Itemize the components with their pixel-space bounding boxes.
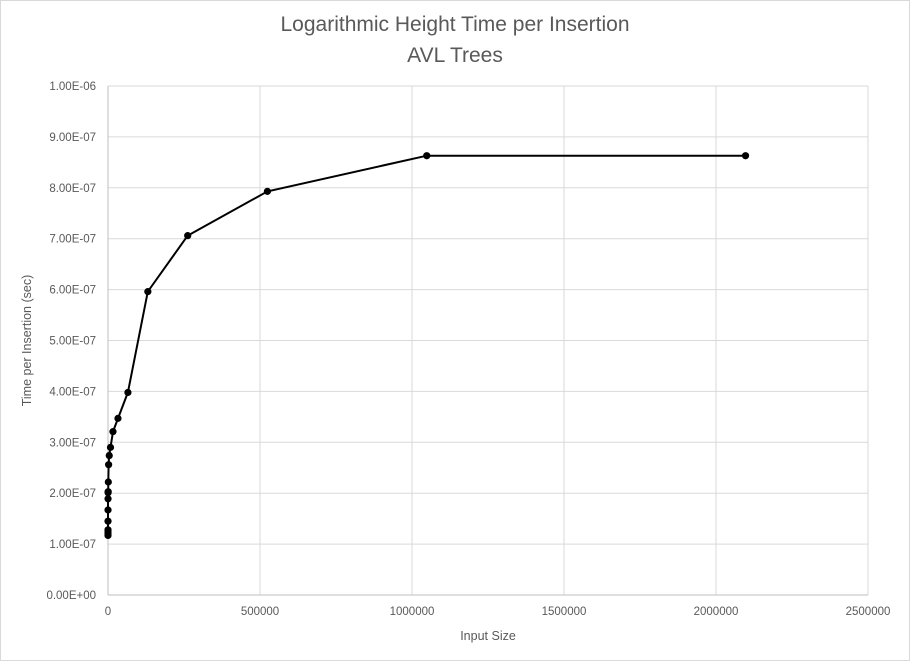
- y-tick-label: 1.00E-06: [49, 81, 96, 93]
- chart-subtitle: AVL Trees: [407, 44, 503, 67]
- data-point: [104, 517, 112, 525]
- y-tick-label: 2.00E-07: [49, 488, 96, 500]
- data-point: [106, 443, 115, 451]
- y-tick-label: 5.00E-07: [49, 336, 96, 348]
- y-tick-label: 7.00E-07: [49, 234, 96, 246]
- x-tick-label: 1000000: [390, 606, 435, 618]
- y-tick-label: 3.00E-07: [49, 437, 96, 449]
- x-tick-label: 1500000: [542, 606, 587, 618]
- data-point: [105, 451, 113, 460]
- y-tick-label: 9.00E-07: [49, 132, 96, 144]
- data-point: [263, 187, 271, 195]
- tick-labels: 0.00E+00 1.00E-07 2.00E-07 3.00E-07 4.00E-07…: [46, 81, 890, 618]
- y-tick-label: 0.00E+00: [46, 590, 96, 602]
- x-axis-label: Input Size: [460, 629, 516, 643]
- data-point: [104, 488, 112, 496]
- x-tick-label: 500000: [241, 606, 279, 618]
- data-point: [114, 414, 122, 422]
- y-axis-label: Time per Insertion (sec): [20, 275, 34, 407]
- y-tick-label: 4.00E-07: [49, 386, 96, 398]
- data-point: [109, 428, 117, 436]
- y-tick-label: 6.00E-07: [49, 285, 96, 297]
- data-point: [104, 495, 112, 503]
- data-point: [144, 288, 152, 296]
- data-point: [124, 388, 132, 397]
- series-markers: [104, 152, 750, 540]
- data-point: [104, 526, 112, 534]
- data-point: [741, 152, 750, 160]
- y-tick-label: 8.00E-07: [49, 183, 96, 195]
- data-point: [105, 461, 113, 469]
- data-point: [423, 152, 431, 160]
- data-point: [104, 478, 112, 486]
- x-tick-label: 2500000: [846, 606, 891, 618]
- chart-title: Logarithmic Height Time per Insertion: [280, 13, 630, 36]
- y-tick-label: 1.00E-07: [49, 539, 96, 551]
- series-line: [107, 154, 746, 536]
- x-tick-label: 2000000: [694, 606, 739, 618]
- gridlines: [108, 85, 869, 595]
- data-point: [184, 232, 192, 240]
- x-tick-label: 0: [105, 606, 111, 618]
- data-point: [104, 506, 112, 514]
